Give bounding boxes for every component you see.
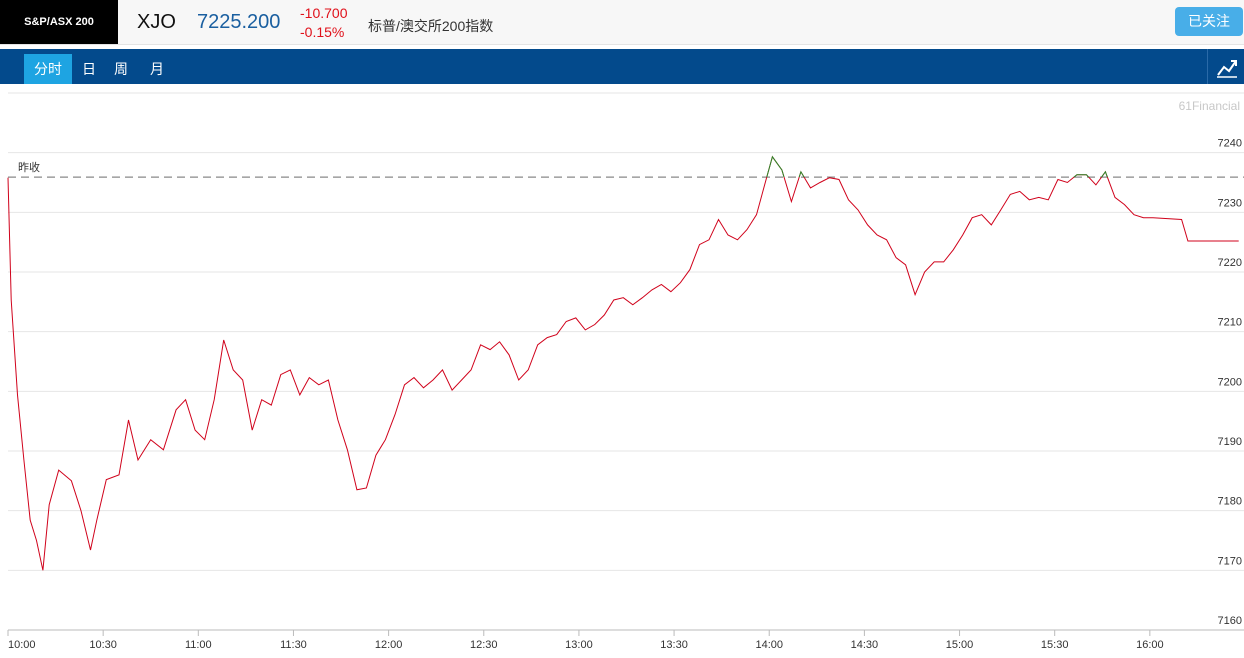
tab[interactable]: 周 xyxy=(114,61,128,77)
x-tick-label: 15:30 xyxy=(1041,639,1069,651)
y-tick-label: 7180 xyxy=(1218,496,1242,508)
change: -10.700 xyxy=(300,5,348,21)
reference-label: 昨收 xyxy=(18,160,40,174)
index-name: 标普/澳交所200指数 xyxy=(368,18,494,34)
x-tick-label: 10:30 xyxy=(89,639,117,651)
symbol: XJO xyxy=(137,11,176,33)
x-tick-label: 16:00 xyxy=(1136,639,1164,651)
x-tick-label: 10:00 xyxy=(8,639,36,651)
y-tick-label: 7160 xyxy=(1218,615,1242,627)
x-tick-label: 15:00 xyxy=(946,639,974,651)
tab-bar: 分时日 周 月 xyxy=(0,49,1244,84)
y-tick-label: 7170 xyxy=(1218,555,1242,567)
x-tick-label: 12:00 xyxy=(375,639,403,651)
tab[interactable]: 月 xyxy=(150,61,164,77)
x-tick-label: 14:30 xyxy=(851,639,879,651)
price-line xyxy=(7,155,1239,571)
chart: 61Financial 7160 7170 7180 7190 7200 7210 7220… xyxy=(7,92,1244,651)
price-line-above xyxy=(766,155,1108,178)
header: S&P/ASX 200 XJO 7225.200 -10.700 -0.15% … xyxy=(0,0,1244,45)
index-badge: S&P/ASX 200 xyxy=(0,0,118,44)
change-pct: -0.15% xyxy=(300,24,345,40)
y-tick-label: 7220 xyxy=(1218,257,1242,269)
tab[interactable]: 分时 xyxy=(24,54,72,84)
y-tick-label: 7240 xyxy=(1218,138,1242,150)
follow-button[interactable]: 已关注 xyxy=(1175,7,1243,36)
x-tick-label: 11:30 xyxy=(280,639,307,651)
y-tick-label: 7230 xyxy=(1218,197,1242,209)
x-tick-label: 11:00 xyxy=(185,639,212,651)
chart-icon[interactable] xyxy=(1207,49,1244,84)
y-tick-label: 7210 xyxy=(1218,317,1242,329)
x-tick-label: 14:00 xyxy=(755,639,783,651)
x-tick-label: 13:30 xyxy=(660,639,688,651)
watermark: 61Financial xyxy=(1179,99,1240,113)
y-tick-label: 7200 xyxy=(1218,376,1242,388)
tab[interactable]: 日 xyxy=(82,61,96,77)
price: 7225.200 xyxy=(197,11,281,33)
y-tick-label: 7190 xyxy=(1218,436,1242,448)
x-tick-label: 13:00 xyxy=(565,639,593,651)
icon xyxy=(1217,60,1237,78)
x-tick-label: 12:30 xyxy=(470,639,498,651)
